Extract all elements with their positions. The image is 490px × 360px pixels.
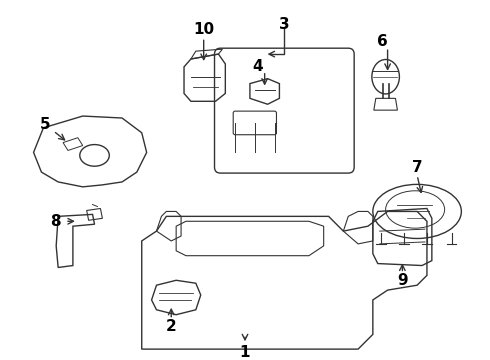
Text: 1: 1 [240,345,250,360]
Text: 8: 8 [50,214,60,229]
Text: 5: 5 [40,117,50,132]
Text: 3: 3 [279,17,290,32]
Text: 2: 2 [166,319,176,334]
Text: 6: 6 [377,34,388,49]
Text: 4: 4 [252,59,263,75]
Text: 9: 9 [397,273,408,288]
Text: 10: 10 [193,22,214,37]
Text: 7: 7 [412,160,422,175]
